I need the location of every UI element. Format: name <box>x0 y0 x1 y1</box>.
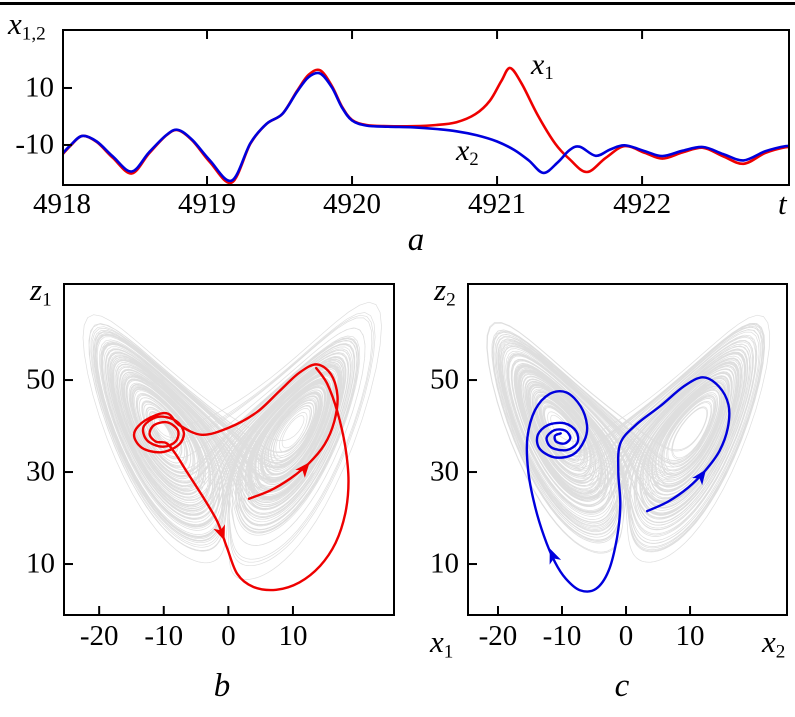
panel-b-plot <box>63 283 395 616</box>
plot-border-b <box>63 283 395 616</box>
plot-border-a <box>62 29 790 186</box>
panel-a-plot <box>62 29 790 186</box>
y-tick-label-a: -10 <box>15 128 54 161</box>
subscript: 1,2 <box>21 23 46 45</box>
y-tick-label-c: 30 <box>430 455 459 488</box>
subscript: 2 <box>775 641 786 663</box>
direction-arrow-icon <box>295 462 310 478</box>
subscript: 1 <box>443 641 454 663</box>
subscript: 1 <box>544 63 554 85</box>
panel-b-y-axis-label: z1 <box>30 272 52 311</box>
x-tick-label-c: -10 <box>542 620 582 652</box>
direction-arrow-icon <box>549 548 562 565</box>
caption-c: c <box>614 668 630 704</box>
curve-x1 <box>62 66 790 185</box>
x-tick-label-c: -20 <box>478 620 518 652</box>
y-tick-label-b: 50 <box>26 363 55 396</box>
panel-b-x-axis-label: x1 <box>430 624 454 663</box>
top-horizontal-rule <box>0 2 795 5</box>
x-tick-label-b: -20 <box>79 620 119 652</box>
y-tick-label-b: 10 <box>26 547 55 580</box>
x-tick-label-c: 10 <box>675 620 705 652</box>
direction-arrow-icon <box>692 469 706 486</box>
x-tick-label-b: 0 <box>221 620 236 652</box>
attractor-b <box>82 301 382 580</box>
x-tick-label-a: 4919 <box>178 188 237 220</box>
x-tick-label-a: 4922 <box>613 188 672 220</box>
x-tick-label-a: 4921 <box>468 188 527 220</box>
panel-a-x-axis-label: t <box>778 186 787 221</box>
y-tick-label-c: 10 <box>430 547 459 580</box>
attractor-c <box>486 314 771 563</box>
highlight-trajectory-c <box>525 376 731 593</box>
subscript: 1 <box>42 289 52 311</box>
x-tick-label-a: 4920 <box>323 188 382 220</box>
series-label-x2: x2 <box>456 134 479 171</box>
y-tick-label-b: 30 <box>26 455 55 488</box>
plot-border-c <box>467 283 788 616</box>
panel-c-x-axis-label: x2 <box>762 624 786 663</box>
highlight-trajectory-b <box>132 363 350 592</box>
subscript: 2 <box>446 289 456 311</box>
subscript: 2 <box>469 149 479 171</box>
y-tick-label-a: 10 <box>25 71 54 104</box>
x-tick-label-b: 10 <box>278 620 308 652</box>
panel-c-plot <box>467 283 788 616</box>
x-tick-label-c: 0 <box>618 620 634 652</box>
panel-a-y-axis-label: x1,2 <box>8 6 46 45</box>
caption-a: a <box>407 222 425 258</box>
caption-b: b <box>213 668 231 704</box>
x-tick-label-b: -10 <box>144 620 184 652</box>
panel-c-y-axis-label: z2 <box>434 272 456 311</box>
series-label-x1: x1 <box>531 48 554 85</box>
x-tick-label-a: 4918 <box>33 188 91 220</box>
y-tick-label-c: 50 <box>430 363 459 396</box>
direction-arrow-icon <box>213 524 225 541</box>
curve-x2 <box>62 71 790 183</box>
